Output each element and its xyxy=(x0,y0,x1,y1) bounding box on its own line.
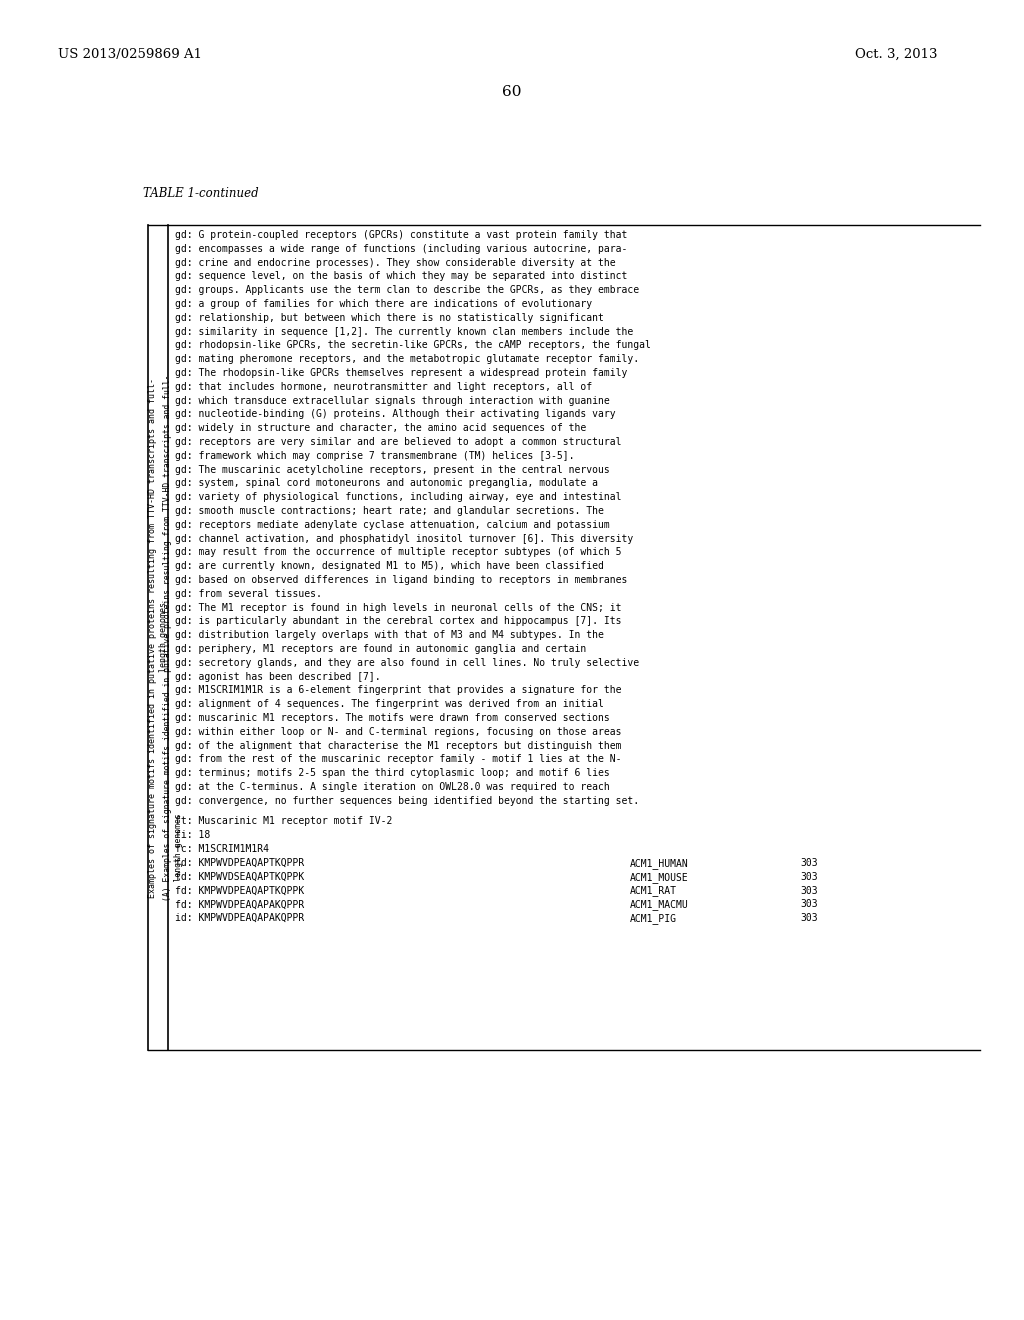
Text: gd: receptors mediate adenylate cyclase attenuation, calcium and potassium: gd: receptors mediate adenylate cyclase … xyxy=(175,520,609,529)
Text: gd: agonist has been described [7].: gd: agonist has been described [7]. xyxy=(175,672,381,681)
Text: 60: 60 xyxy=(502,84,522,99)
Text: Oct. 3, 2013: Oct. 3, 2013 xyxy=(855,48,938,61)
Text: gd: nucleotide-binding (G) proteins. Although their activating ligands vary: gd: nucleotide-binding (G) proteins. Alt… xyxy=(175,409,615,420)
Text: gd: encompasses a wide range of functions (including various autocrine, para-: gd: encompasses a wide range of function… xyxy=(175,244,628,253)
Text: gd: secretory glands, and they are also found in cell lines. No truly selective: gd: secretory glands, and they are also … xyxy=(175,657,639,668)
Text: gd: is particularly abundant in the cerebral cortex and hippocampus [7]. Its: gd: is particularly abundant in the cere… xyxy=(175,616,622,627)
Text: 303: 303 xyxy=(800,858,817,869)
Text: gd: from several tissues.: gd: from several tissues. xyxy=(175,589,322,599)
Text: gd: of the alignment that characterise the M1 receptors but distinguish them: gd: of the alignment that characterise t… xyxy=(175,741,622,751)
Text: ft: Muscarinic M1 receptor motif IV-2: ft: Muscarinic M1 receptor motif IV-2 xyxy=(175,817,392,826)
Text: gd: sequence level, on the basis of which they may be separated into distinct: gd: sequence level, on the basis of whic… xyxy=(175,272,628,281)
Text: 303: 303 xyxy=(800,871,817,882)
Text: gd: distribution largely overlaps with that of M3 and M4 subtypes. In the: gd: distribution largely overlaps with t… xyxy=(175,630,604,640)
Text: fd: KMPWVDPEAQAPTKQPPK: fd: KMPWVDPEAQAPTKQPPK xyxy=(175,886,304,895)
Text: ACM1_HUMAN: ACM1_HUMAN xyxy=(630,858,689,869)
Text: gd: framework which may comprise 7 transmembrane (TM) helices [3-5].: gd: framework which may comprise 7 trans… xyxy=(175,451,574,461)
Text: gd: crine and endocrine processes). They show considerable diversity at the: gd: crine and endocrine processes). They… xyxy=(175,257,615,268)
Text: gd: periphery, M1 receptors are found in autonomic ganglia and certain: gd: periphery, M1 receptors are found in… xyxy=(175,644,587,653)
Text: gd: The muscarinic acetylcholine receptors, present in the central nervous: gd: The muscarinic acetylcholine recepto… xyxy=(175,465,609,475)
Text: gd: The rhodopsin-like GPCRs themselves represent a widespread protein family: gd: The rhodopsin-like GPCRs themselves … xyxy=(175,368,628,378)
Text: fc: M1SCRIM1M1R4: fc: M1SCRIM1M1R4 xyxy=(175,843,269,854)
Text: gd: that includes hormone, neurotransmitter and light receptors, all of: gd: that includes hormone, neurotransmit… xyxy=(175,381,592,392)
Text: gd: rhodopsin-like GPCRs, the secretin-like GPCRs, the cAMP receptors, the funga: gd: rhodopsin-like GPCRs, the secretin-l… xyxy=(175,341,651,350)
Text: 303: 303 xyxy=(800,886,817,895)
Text: gd: at the C-terminus. A single iteration on OWL28.0 was required to reach: gd: at the C-terminus. A single iteratio… xyxy=(175,781,609,792)
Text: gd: widely in structure and character, the amino acid sequences of the: gd: widely in structure and character, t… xyxy=(175,424,587,433)
Text: fd: KMPWVDPEAQAPAKQPPR: fd: KMPWVDPEAQAPAKQPPR xyxy=(175,899,304,909)
Text: gd: variety of physiological functions, including airway, eye and intestinal: gd: variety of physiological functions, … xyxy=(175,492,622,502)
Text: gd: groups. Applicants use the term clan to describe the GPCRs, as they embrace: gd: groups. Applicants use the term clan… xyxy=(175,285,639,296)
Text: fi: 18: fi: 18 xyxy=(175,830,210,841)
Text: Examples of signature motifs identified in putative proteins resulting from TTV-: Examples of signature motifs identified … xyxy=(148,378,168,898)
Text: gd: terminus; motifs 2-5 span the third cytoplasmic loop; and motif 6 lies: gd: terminus; motifs 2-5 span the third … xyxy=(175,768,609,779)
Text: gd: based on observed differences in ligand binding to receptors in membranes: gd: based on observed differences in lig… xyxy=(175,576,628,585)
Text: gd: receptors are very similar and are believed to adopt a common structural: gd: receptors are very similar and are b… xyxy=(175,437,622,447)
Text: ACM1_MOUSE: ACM1_MOUSE xyxy=(630,871,689,883)
Text: US 2013/0259869 A1: US 2013/0259869 A1 xyxy=(58,48,202,61)
Text: gd: channel activation, and phosphatidyl inositol turnover [6]. This diversity: gd: channel activation, and phosphatidyl… xyxy=(175,533,633,544)
Text: gd: The M1 receptor is found in high levels in neuronal cells of the CNS; it: gd: The M1 receptor is found in high lev… xyxy=(175,603,622,612)
Text: gd: which transduce extracellular signals through interaction with guanine: gd: which transduce extracellular signal… xyxy=(175,396,609,405)
Text: gd: relationship, but between which there is no statistically significant: gd: relationship, but between which ther… xyxy=(175,313,604,323)
Text: gd: are currently known, designated M1 to M5), which have been classified: gd: are currently known, designated M1 t… xyxy=(175,561,604,572)
Text: gd: a group of families for which there are indications of evolutionary: gd: a group of families for which there … xyxy=(175,300,592,309)
Text: gd: mating pheromone receptors, and the metabotropic glutamate receptor family.: gd: mating pheromone receptors, and the … xyxy=(175,354,639,364)
Text: gd: may result from the occurrence of multiple receptor subtypes (of which 5: gd: may result from the occurrence of mu… xyxy=(175,548,622,557)
Text: gd: muscarinic M1 receptors. The motifs were drawn from conserved sections: gd: muscarinic M1 receptors. The motifs … xyxy=(175,713,609,723)
Text: (A) Examples of signature motifs identified in putative proteins resulting from : (A) Examples of signature motifs identif… xyxy=(163,375,182,900)
Text: gd: alignment of 4 sequences. The fingerprint was derived from an initial: gd: alignment of 4 sequences. The finger… xyxy=(175,700,604,709)
Text: gd: convergence, no further sequences being identified beyond the starting set.: gd: convergence, no further sequences be… xyxy=(175,796,639,805)
Text: gd: G protein-coupled receptors (GPCRs) constitute a vast protein family that: gd: G protein-coupled receptors (GPCRs) … xyxy=(175,230,628,240)
Text: fd: KMPWVDSEAQAPTKQPPK: fd: KMPWVDSEAQAPTKQPPK xyxy=(175,871,304,882)
Text: gd: system, spinal cord motoneurons and autonomic preganglia, modulate a: gd: system, spinal cord motoneurons and … xyxy=(175,478,598,488)
Text: gd: similarity in sequence [1,2]. The currently known clan members include the: gd: similarity in sequence [1,2]. The cu… xyxy=(175,326,633,337)
Text: ACM1_PIG: ACM1_PIG xyxy=(630,913,677,924)
Text: 303: 303 xyxy=(800,899,817,909)
Text: id: KMPWVDPEAQAPAKQPPR: id: KMPWVDPEAQAPAKQPPR xyxy=(175,913,304,923)
Text: gd: M1SCRIM1M1R is a 6-element fingerprint that provides a signature for the: gd: M1SCRIM1M1R is a 6-element fingerpri… xyxy=(175,685,622,696)
Text: fd: KMPWVDPEAQAPTKQPPR: fd: KMPWVDPEAQAPTKQPPR xyxy=(175,858,304,869)
Text: gd: within either loop or N- and C-terminal regions, focusing on those areas: gd: within either loop or N- and C-termi… xyxy=(175,727,622,737)
Text: gd: from the rest of the muscarinic receptor family - motif 1 lies at the N-: gd: from the rest of the muscarinic rece… xyxy=(175,755,622,764)
Text: TABLE 1-continued: TABLE 1-continued xyxy=(143,187,259,201)
Text: 303: 303 xyxy=(800,913,817,923)
Text: ACM1_MACMU: ACM1_MACMU xyxy=(630,899,689,911)
Text: ACM1_RAT: ACM1_RAT xyxy=(630,886,677,896)
Text: gd: smooth muscle contractions; heart rate; and glandular secretions. The: gd: smooth muscle contractions; heart ra… xyxy=(175,506,604,516)
